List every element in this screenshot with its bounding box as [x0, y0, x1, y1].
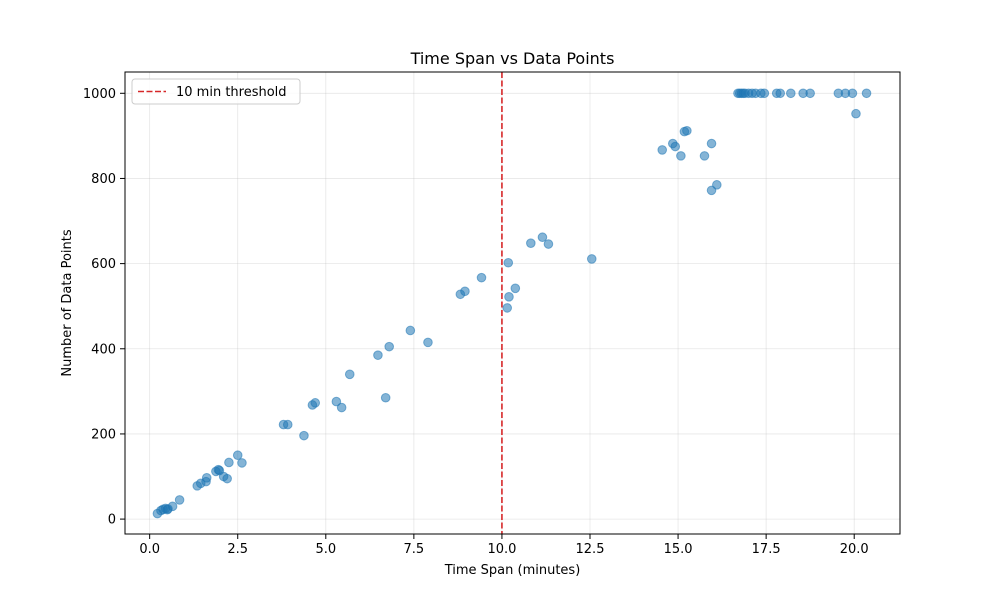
- data-point: [380, 392, 391, 403]
- x-tick-label: 20.0: [840, 542, 869, 557]
- data-point: [405, 325, 416, 336]
- x-tick-label: 2.5: [227, 542, 248, 557]
- data-point: [805, 88, 815, 99]
- data-point: [785, 88, 796, 99]
- data-point: [237, 458, 247, 468]
- data-point: [526, 238, 536, 248]
- data-point: [847, 88, 858, 99]
- data-point: [759, 88, 770, 99]
- x-axis-label: Time Span (minutes): [444, 563, 581, 578]
- data-point: [423, 337, 433, 348]
- data-point: [373, 350, 383, 360]
- legend-threshold-label: 10 min threshold: [176, 85, 287, 100]
- legend: 10 min threshold: [131, 78, 301, 105]
- plot-frame: [124, 71, 901, 535]
- data-point: [336, 402, 347, 413]
- y-tick-label: 600: [91, 257, 116, 272]
- data-point: [331, 396, 342, 407]
- y-tick-label: 200: [91, 427, 116, 442]
- x-tick-label: 0.0: [139, 542, 160, 557]
- data-point: [476, 272, 487, 283]
- data-point: [174, 495, 185, 505]
- data-point: [706, 138, 717, 149]
- y-tick-label: 0: [108, 513, 116, 528]
- x-tick-label: 5.0: [315, 542, 336, 557]
- data-point: [282, 419, 293, 430]
- data-point: [712, 180, 722, 190]
- data-point: [232, 450, 243, 461]
- legend-box: [131, 78, 301, 105]
- data-point: [510, 283, 521, 294]
- x-tick-label: 12.5: [576, 542, 605, 557]
- data-point: [460, 286, 470, 297]
- y-tick-label: 800: [91, 172, 116, 187]
- data-points: [152, 88, 872, 519]
- data-point: [222, 473, 232, 484]
- x-tick-label: 7.5: [404, 542, 425, 557]
- data-point: [682, 125, 692, 136]
- data-point: [676, 151, 686, 161]
- data-point: [543, 239, 554, 249]
- data-point: [384, 341, 395, 352]
- data-point: [657, 145, 668, 155]
- y-axis-ticks: 0 200 400 600 800 1000: [83, 87, 125, 528]
- x-tick-label: 15.0: [664, 542, 693, 557]
- y-axis-label: Number of Data Points: [60, 229, 75, 376]
- data-point: [310, 398, 321, 408]
- chart-title: Time Span vs Data Points: [410, 49, 615, 68]
- data-point: [586, 254, 597, 264]
- data-point: [201, 472, 212, 483]
- data-point: [299, 430, 309, 441]
- data-point: [504, 292, 514, 302]
- data-point: [851, 108, 861, 119]
- x-tick-label: 17.5: [752, 542, 781, 557]
- data-point: [775, 88, 786, 99]
- x-axis-ticks: 0.0 2.5 5.0 7.5 10.0 12.5 15.0 17.5 20.0: [139, 534, 869, 557]
- data-point: [167, 501, 178, 512]
- data-point: [502, 303, 513, 313]
- data-point: [861, 88, 872, 99]
- data-point: [537, 232, 548, 243]
- y-tick-label: 1000: [83, 87, 116, 102]
- data-point: [503, 257, 514, 268]
- data-point: [670, 141, 681, 152]
- y-tick-label: 400: [91, 342, 116, 357]
- data-point: [699, 151, 710, 161]
- data-point: [344, 369, 355, 380]
- data-point: [224, 457, 234, 468]
- x-tick-label: 10.0: [487, 542, 516, 557]
